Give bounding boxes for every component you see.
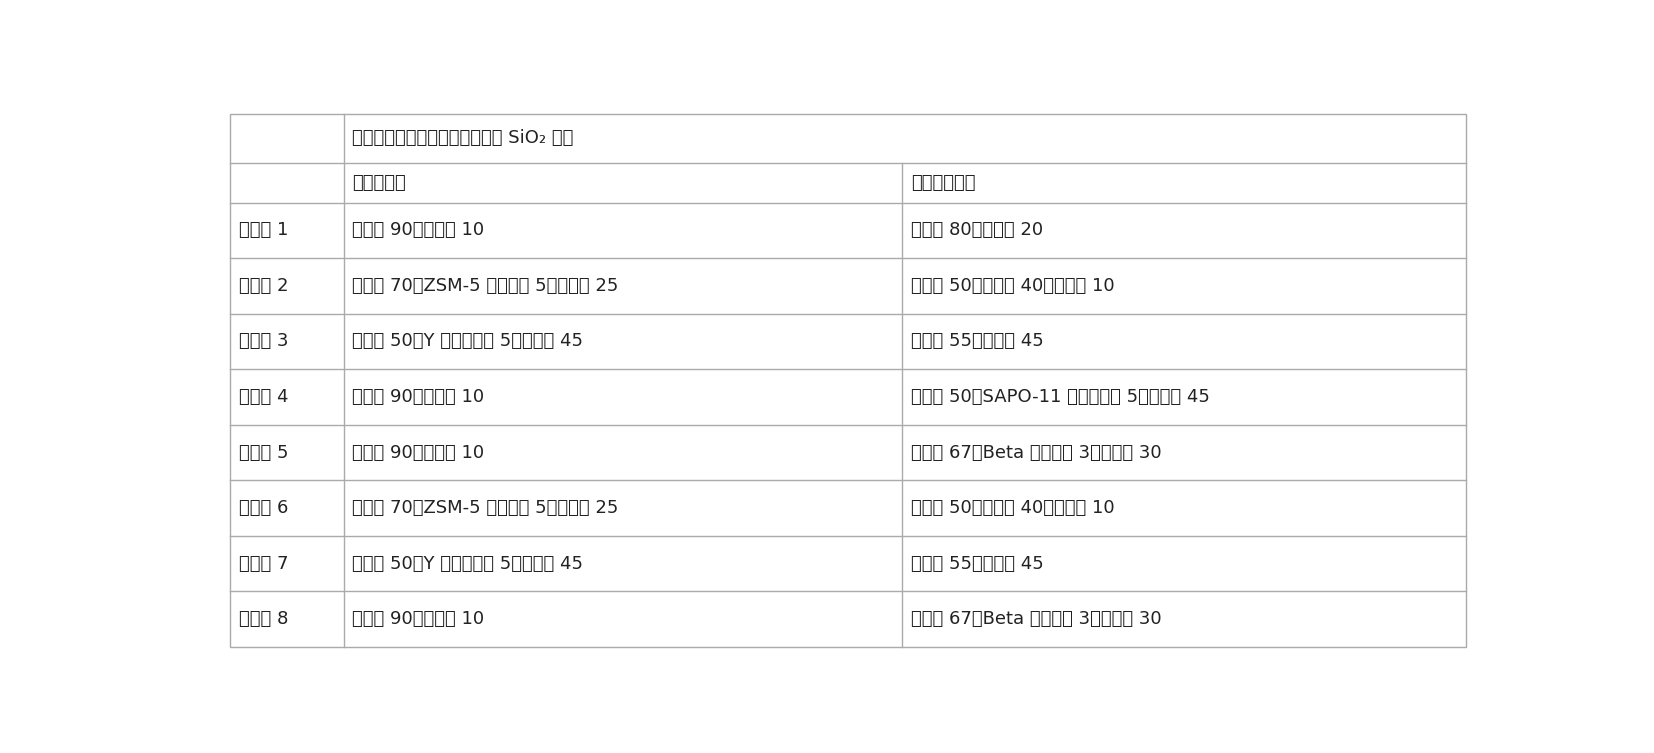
- Text: 膨润土 67，Beta 泯石晶种 3，水玻璃 30: 膨润土 67，Beta 泯石晶种 3，水玻璃 30: [911, 444, 1161, 462]
- Text: 实施例 1: 实施例 1: [238, 221, 288, 239]
- Text: 膨润土 55，水玻璃 45: 膨润土 55，水玻璃 45: [911, 333, 1044, 350]
- Text: 实施例 5: 实施例 5: [238, 444, 288, 462]
- Text: 高岭土 70，ZSM-5 泯石晶种 5，硫溶胶 25: 高岭土 70，ZSM-5 泯石晶种 5，硫溶胶 25: [352, 277, 619, 295]
- Text: 膨润土 55，水玻璃 45: 膨润土 55，水玻璃 45: [911, 555, 1044, 573]
- Text: 组成（干基，重量份，粘接剂以 SiO₂ 计）: 组成（干基，重量份，粘接剂以 SiO₂ 计）: [352, 129, 574, 147]
- Text: 实施例 3: 实施例 3: [238, 333, 288, 350]
- Text: 高岭土 50，Y 型泯石晶种 5，硫溶胶 45: 高岭土 50，Y 型泯石晶种 5，硫溶胶 45: [352, 333, 584, 350]
- Text: 膨润土 67，Beta 泯石晶种 3，水玻璃 30: 膨润土 67，Beta 泯石晶种 3，水玻璃 30: [911, 610, 1161, 628]
- Text: 高岭土微球: 高岭土微球: [352, 174, 407, 191]
- Text: 硫踻土 50，SAPO-11 型泯石晶种 5，硫溶胶 45: 硫踻土 50，SAPO-11 型泯石晶种 5，硫溶胶 45: [911, 388, 1209, 406]
- Text: 硫踻土 80，硫溶胶 20: 硫踻土 80，硫溶胶 20: [911, 221, 1044, 239]
- Text: 高岭土 90，硫溶胶 10: 高岭土 90，硫溶胶 10: [352, 221, 485, 239]
- Text: 实施例 2: 实施例 2: [238, 277, 288, 295]
- Text: 富硫粘土微球: 富硫粘土微球: [911, 174, 976, 191]
- Text: 硫踻土 50，叶腊石 40，硫溶胶 10: 硫踻土 50，叶腊石 40，硫溶胶 10: [911, 499, 1115, 517]
- Text: 高岭土 90，硫溶胶 10: 高岭土 90，硫溶胶 10: [352, 610, 485, 628]
- Text: 高岭土 90，硫溶胶 10: 高岭土 90，硫溶胶 10: [352, 388, 485, 406]
- Text: 实施例 6: 实施例 6: [238, 499, 288, 517]
- Text: 高岭土 50，Y 型泯石晶种 5，水玻璃 45: 高岭土 50，Y 型泯石晶种 5，水玻璃 45: [352, 555, 584, 573]
- Text: 高岭土 70，ZSM-5 泯石晶种 5，硫溶胶 25: 高岭土 70，ZSM-5 泯石晶种 5，硫溶胶 25: [352, 499, 619, 517]
- Text: 实施例 8: 实施例 8: [238, 610, 288, 628]
- Text: 实施例 7: 实施例 7: [238, 555, 288, 573]
- Text: 实施例 4: 实施例 4: [238, 388, 288, 406]
- Text: 高岭土 90，硫溶胶 10: 高岭土 90，硫溶胶 10: [352, 444, 485, 462]
- Text: 硫踻土 50，叶腊石 40，硫溶胶 10: 硫踻土 50，叶腊石 40，硫溶胶 10: [911, 277, 1115, 295]
